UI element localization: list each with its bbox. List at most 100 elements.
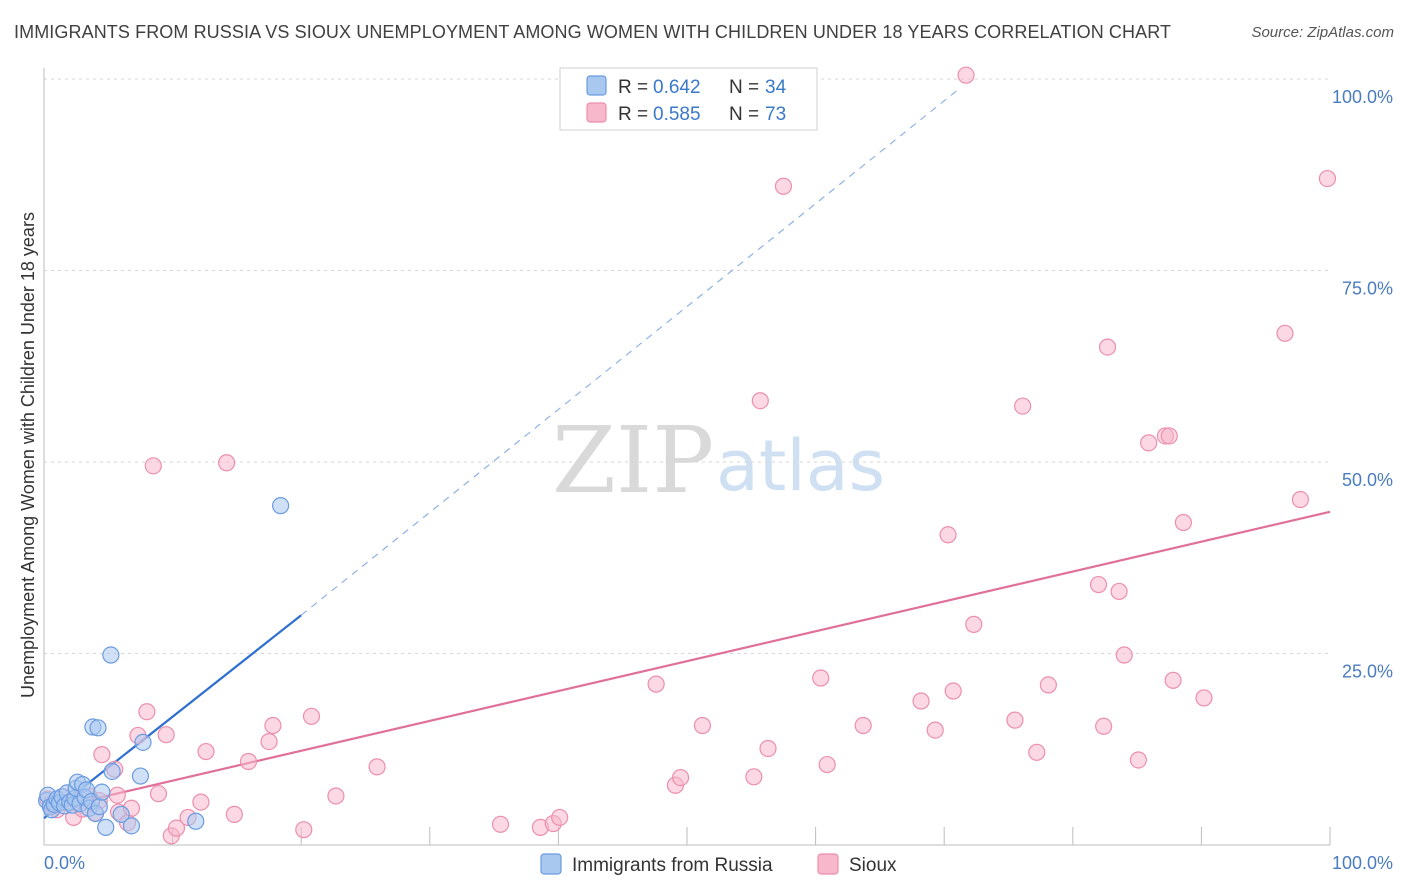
point-sioux-43: [671, 768, 690, 787]
point-sioux-53: [926, 721, 944, 739]
bottom-legend: Immigrants from Russia Sioux: [540, 853, 897, 876]
axes: [43, 68, 1331, 846]
point-sioux-45: [745, 768, 763, 786]
bottom-legend-swatch-russia: [540, 853, 562, 875]
legend-r-value-sioux: 0.585: [653, 104, 701, 125]
point-sioux-66: [1115, 646, 1133, 664]
x-tick-label-1: 100.0%: [1332, 853, 1393, 873]
tick-labels: 25.0% 50.0% 75.0% 100.0% 0.0% 100.0%: [44, 87, 1393, 873]
point-sioux-26: [192, 793, 210, 811]
point-sioux-75: [1318, 169, 1337, 188]
point-russia-33: [187, 812, 205, 830]
point-sioux-60: [1028, 743, 1046, 761]
point-sioux-55: [944, 682, 962, 700]
point-sioux-76: [1276, 324, 1294, 342]
trend-line-sioux: [43, 510, 1331, 812]
watermark-atlas: atlas: [716, 425, 885, 507]
point-russia-32: [134, 733, 152, 751]
point-sioux-54: [939, 526, 957, 544]
point-sioux-57: [965, 615, 983, 633]
point-sioux-34: [302, 707, 321, 725]
y-tick-label-3: 100.0%: [1332, 87, 1393, 107]
point-russia-24: [90, 798, 108, 816]
legend-n-value-sioux: 73: [765, 104, 786, 125]
bottom-legend-label-russia: Immigrants from Russia: [572, 855, 773, 876]
point-sioux-30: [239, 752, 258, 771]
point-sioux-63: [1095, 717, 1113, 735]
point-sioux-50: [818, 755, 836, 774]
point-sioux-72: [1174, 513, 1192, 532]
point-russia-27: [102, 646, 120, 664]
point-sioux-35: [327, 787, 345, 805]
point-sioux-65: [1110, 582, 1128, 601]
point-sioux-21: [149, 785, 168, 803]
point-sioux-24: [167, 819, 186, 837]
y-tick-label-2: 75.0%: [1342, 279, 1393, 299]
point-sioux-31: [260, 732, 278, 751]
point-sioux-71: [1164, 671, 1182, 689]
legend-n-label-russia: N =: [729, 77, 759, 98]
point-sioux-15: [108, 786, 126, 804]
point-sioux-12: [93, 746, 111, 764]
point-russia-26: [97, 818, 115, 836]
bottom-legend-swatch-sioux: [817, 853, 839, 875]
point-sioux-74: [1291, 490, 1310, 509]
point-sioux-58: [1006, 711, 1024, 729]
grid: [44, 78, 1330, 654]
point-russia-34: [272, 497, 290, 515]
point-sioux-40: [551, 808, 569, 827]
trend-line-russia-extension: [300, 90, 958, 616]
point-sioux-49: [812, 669, 830, 687]
point-sioux-44: [693, 716, 712, 735]
legend-swatch-sioux: [586, 102, 607, 123]
point-sioux-48: [774, 177, 793, 195]
legend-n-value-russia: 34: [765, 77, 787, 98]
point-sioux-36: [368, 758, 386, 776]
point-russia-23: [89, 719, 107, 737]
point-russia-25: [93, 783, 111, 801]
y-axis-label: Unemployment Among Women with Children U…: [18, 212, 38, 698]
legend-swatch-russia: [586, 75, 607, 96]
data-points: [37, 66, 1337, 845]
point-sioux-46: [751, 392, 769, 410]
watermark-zip: ZIP: [552, 407, 714, 514]
point-sioux-59: [1014, 397, 1032, 415]
point-sioux-20: [144, 457, 162, 475]
point-sioux-70: [1160, 427, 1178, 445]
legend-r-value-russia: 0.642: [653, 77, 701, 98]
point-sioux-29: [225, 805, 243, 823]
point-sioux-47: [759, 739, 777, 758]
point-sioux-64: [1098, 338, 1117, 356]
legend-r-label-sioux: R =: [618, 104, 648, 125]
watermark: ZIP atlas: [552, 407, 885, 514]
legend-r-label-russia: R =: [618, 77, 648, 98]
point-sioux-28: [218, 454, 236, 472]
point-sioux-51: [854, 716, 872, 735]
point-sioux-32: [264, 716, 282, 735]
x-tick-label-0: 0.0%: [44, 853, 85, 873]
point-sioux-62: [1089, 575, 1108, 594]
point-russia-28: [103, 762, 121, 781]
bottom-legend-label-sioux: Sioux: [849, 855, 897, 876]
legend-n-label-sioux: N =: [729, 104, 759, 125]
top-legend: R = 0.642 N = 34 R = 0.585 N = 73: [559, 67, 818, 131]
y-tick-label-1: 50.0%: [1342, 470, 1393, 490]
point-sioux-27: [197, 742, 215, 761]
chart-title: IMMIGRANTS FROM RUSSIA VS SIOUX UNEMPLOY…: [14, 22, 1172, 42]
point-sioux-22: [157, 726, 175, 744]
point-sioux-33: [295, 821, 313, 839]
point-sioux-19: [138, 703, 156, 721]
point-sioux-73: [1195, 689, 1213, 707]
y-tick-label-0: 25.0%: [1342, 662, 1393, 682]
chart-source: Source: ZipAtlas.com: [1251, 24, 1394, 41]
point-sioux-61: [1039, 676, 1057, 694]
point-sioux-56: [957, 66, 975, 84]
point-sioux-67: [1129, 751, 1147, 769]
point-russia-29: [112, 805, 130, 823]
point-sioux-37: [491, 815, 510, 833]
point-russia-31: [131, 767, 150, 785]
point-sioux-52: [912, 692, 930, 710]
point-sioux-41: [647, 675, 665, 693]
point-russia-30: [122, 817, 141, 835]
